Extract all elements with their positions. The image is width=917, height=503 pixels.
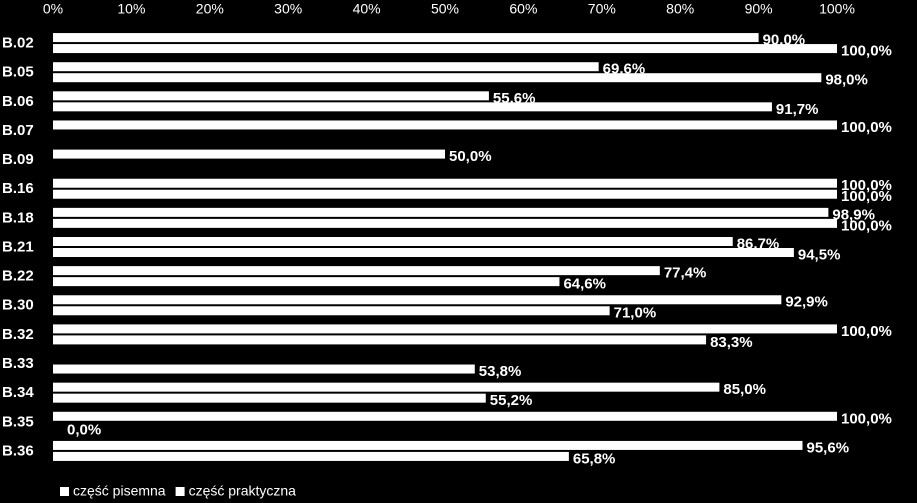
value-label: 94,5%: [798, 246, 841, 263]
value-label: 0,0%: [67, 421, 101, 438]
value-label: 50,0%: [449, 148, 492, 165]
category-label: B.21: [2, 238, 34, 255]
category-label: B.32: [2, 326, 34, 343]
value-label: 98,9%: [832, 206, 875, 223]
bar: [53, 237, 733, 246]
bar: [53, 277, 560, 287]
x-tick-label: 0%: [43, 1, 63, 17]
value-label: 100,0%: [841, 323, 892, 340]
bar: [53, 266, 660, 276]
category-label: B.09: [2, 151, 34, 168]
value-label: 71,0%: [614, 305, 657, 322]
category-label: B.16: [2, 180, 34, 197]
category-label: B.34: [2, 384, 34, 401]
bar: [53, 120, 837, 130]
value-label: 100,0%: [841, 177, 892, 194]
value-label: 100,0%: [841, 188, 892, 205]
x-tick-label: 40%: [353, 1, 381, 17]
x-tick-label: 100%: [819, 1, 855, 17]
value-label: 77,4%: [664, 265, 707, 282]
value-label: 85,0%: [723, 381, 766, 398]
x-tick-label: 50%: [431, 1, 459, 17]
value-label: 64,6%: [563, 276, 606, 293]
bar: [53, 218, 837, 228]
bar: [53, 440, 803, 450]
value-label: 65,8%: [573, 450, 616, 467]
category-label: B.35: [2, 413, 34, 430]
legend-swatch: [60, 487, 69, 496]
legend-label: część pisemna: [73, 483, 166, 499]
bar: [53, 62, 599, 72]
bar: [53, 295, 782, 305]
x-tick-label: 20%: [196, 1, 224, 17]
x-tick-label: 30%: [274, 1, 302, 17]
bar: [53, 33, 759, 43]
bar: [53, 335, 707, 345]
value-label: 92,9%: [785, 294, 828, 311]
value-label: 100,0%: [841, 217, 892, 234]
category-label: B.33: [2, 355, 34, 372]
bar: [53, 411, 837, 421]
bar: [53, 306, 610, 316]
category-label: B.36: [2, 442, 34, 459]
category-label: B.07: [2, 122, 34, 139]
bar: [53, 393, 486, 403]
category-label: B.05: [2, 64, 34, 81]
bar: [53, 149, 445, 159]
bar: [53, 73, 822, 83]
value-label: 83,3%: [710, 334, 753, 351]
legend-swatch: [175, 487, 185, 496]
bar: [53, 324, 837, 334]
value-label: 95,6%: [807, 439, 850, 456]
bar: [53, 44, 837, 54]
x-tick-label: 80%: [666, 1, 694, 17]
x-tick-label: 90%: [745, 1, 773, 17]
x-tick-label: 70%: [588, 1, 616, 17]
x-tick-label: 60%: [509, 1, 537, 17]
bar: [53, 102, 772, 112]
legend-label: część praktyczna: [189, 483, 297, 499]
bar: [53, 189, 837, 199]
bar: [53, 207, 829, 217]
category-label: B.22: [2, 268, 34, 285]
value-label: 53,8%: [479, 363, 522, 380]
value-label: 98,0%: [825, 72, 868, 89]
value-label: 91,7%: [776, 101, 819, 118]
bar: [53, 451, 569, 461]
value-label: 55,2%: [490, 392, 533, 409]
value-label: 100,0%: [841, 410, 892, 427]
bar: [53, 248, 794, 257]
value-label: 100,0%: [841, 43, 892, 60]
category-label: B.02: [2, 35, 34, 52]
bar: [53, 91, 489, 101]
value-label: 100,0%: [841, 119, 892, 136]
bar: [53, 382, 720, 392]
bar: [53, 364, 475, 374]
category-label: B.18: [2, 209, 34, 226]
category-label: B.30: [2, 297, 34, 314]
category-label: B.06: [2, 93, 34, 110]
bar: [53, 178, 837, 188]
x-tick-label: 10%: [117, 1, 145, 17]
